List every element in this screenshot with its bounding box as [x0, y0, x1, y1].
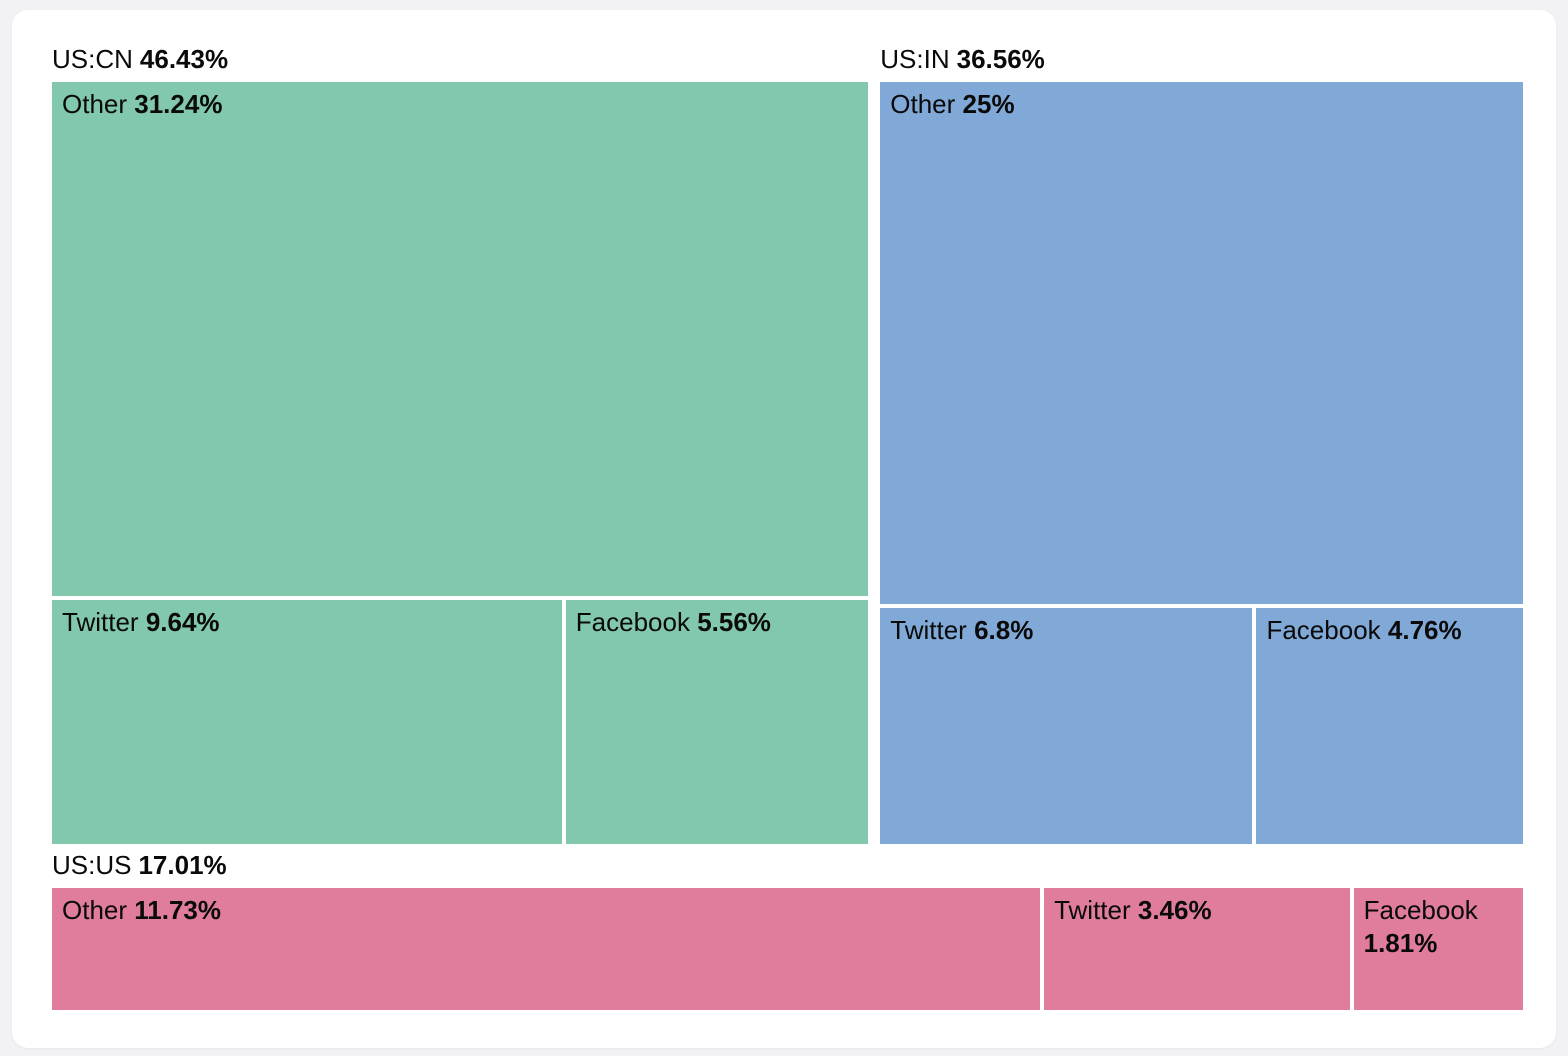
treemap-tile-us-in-twitter[interactable]: Twitter 6.8% [880, 608, 1253, 844]
tile-percent: 6.8% [974, 615, 1034, 646]
treemap-group-us-in: US:IN 36.56% Other 25% Twitter 6.8% [880, 38, 1523, 844]
group-subrow-us-in: Twitter 6.8% Facebook 4.76% [880, 608, 1523, 844]
tile-percent: 11.73% [134, 895, 222, 925]
tile-name: Twitter [62, 606, 139, 637]
treemap-tile-us-in-other[interactable]: Other 25% [880, 82, 1523, 605]
tile-percent: 9.64% [145, 606, 220, 637]
treemap-tile-us-cn-other[interactable]: Other 31.24% [52, 82, 869, 596]
treemap-tile-us-in-facebook[interactable]: Facebook 4.76% [1256, 608, 1523, 844]
treemap-tile-us-us-other[interactable]: Other 11.73% [52, 888, 1041, 1010]
group-tiles-us-in: Other 25% Twitter 6.8% Facebook 4.76% [880, 82, 1523, 844]
group-name: US:US [52, 850, 132, 881]
group-percent: 46.43% [139, 44, 229, 75]
group-percent: 17.01% [138, 850, 227, 881]
tile-percent: 31.24% [134, 89, 223, 119]
tile-name: Other [890, 89, 956, 119]
group-name: US:IN [880, 44, 950, 75]
treemap-group-us-cn: US:CN 46.43% Other 31.24% Twitter 9.64% [52, 38, 869, 844]
group-name: US:CN [52, 44, 133, 75]
group-tiles-us-cn: Other 31.24% Twitter 9.64% Facebook 5.56… [52, 82, 869, 844]
tile-name: Other [62, 89, 128, 119]
tile-percent: 3.46% [1137, 895, 1212, 925]
treemap-tile-us-cn-facebook[interactable]: Facebook 5.56% [565, 599, 869, 844]
tile-name: Facebook [575, 606, 690, 637]
tile-name: Facebook [1266, 615, 1381, 646]
tile-name: Other [62, 895, 128, 925]
group-header-us-in: US:IN 36.56% [880, 38, 1523, 82]
tile-name: Facebook [1363, 895, 1478, 925]
group-tiles-us-us: Other 11.73% Twitter 3.46% Facebook 1.81… [52, 888, 1523, 1010]
group-subrow-us-cn: Twitter 9.64% Facebook 5.56% [52, 599, 869, 844]
tile-percent: 5.56% [697, 606, 771, 637]
tile-name: Twitter [890, 615, 967, 646]
treemap-top-row: US:CN 46.43% Other 31.24% Twitter 9.64% [52, 38, 1523, 844]
group-percent: 36.56% [956, 44, 1045, 75]
treemap-tile-us-us-twitter[interactable]: Twitter 3.46% [1044, 888, 1350, 1010]
group-header-us-us: US:US 17.01% [52, 844, 1523, 888]
treemap-tile-us-cn-twitter[interactable]: Twitter 9.64% [52, 599, 562, 844]
tile-percent: 25% [962, 89, 1015, 119]
treemap-tile-us-us-facebook[interactable]: Facebook 1.81% [1353, 888, 1523, 1010]
group-header-us-cn: US:CN 46.43% [52, 38, 868, 82]
treemap-chart: US:CN 46.43% Other 31.24% Twitter 9.64% [52, 38, 1523, 1010]
treemap-group-us-us: US:US 17.01% Other 11.73% Twitter 3.46% … [52, 844, 1523, 1010]
tile-percent: 1.81% [1363, 927, 1438, 958]
treemap-card: US:CN 46.43% Other 31.24% Twitter 9.64% [12, 10, 1556, 1048]
tile-percent: 4.76% [1387, 615, 1462, 646]
tile-name: Twitter [1054, 895, 1131, 925]
